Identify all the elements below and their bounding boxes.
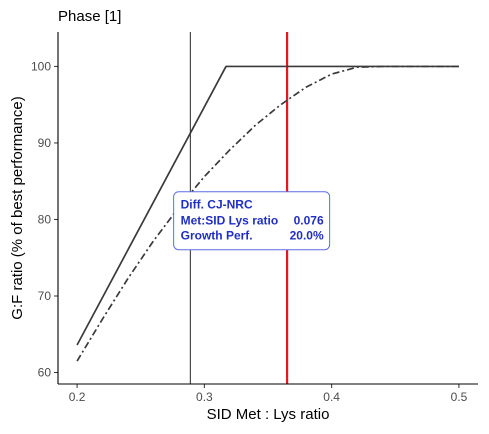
x-tick-label: 0.5 xyxy=(451,390,468,404)
annotation-row-label: Met:SID Lys ratio xyxy=(181,214,279,228)
annotation-box-border xyxy=(173,191,331,251)
annotation-row-label: Growth Perf. xyxy=(181,229,253,243)
y-tick-label: 90 xyxy=(38,136,52,150)
y-tick-label: 100 xyxy=(31,59,51,73)
series-line-dashdot xyxy=(76,65,459,362)
x-tick-label: 0.2 xyxy=(69,390,86,404)
annotation-box: Diff. CJ-NRC Met:SID Lys ratio 0.076 Gro… xyxy=(173,191,331,251)
x-axis-title: SID Met : Lys ratio xyxy=(207,406,330,423)
x-tick-label: 0.4 xyxy=(323,390,340,404)
y-axis-title: G:F ratio (% of best performance) xyxy=(9,96,26,319)
x-tick-label: 0.3 xyxy=(196,390,213,404)
y-tick-label: 70 xyxy=(38,289,52,303)
x-axis-ticks: 0.2 0.3 0.4 0.5 xyxy=(69,384,468,404)
annotation-row-value: 0.076 xyxy=(294,214,324,228)
annotation-row-value: 20.0% xyxy=(290,229,324,243)
y-tick-label: 60 xyxy=(38,366,52,380)
annotation-title: Diff. CJ-NRC xyxy=(181,198,253,212)
phase-title: Phase [1] xyxy=(58,8,121,25)
y-axis-ticks: 60 70 80 90 100 xyxy=(31,59,58,380)
y-tick-label: 80 xyxy=(38,212,52,226)
